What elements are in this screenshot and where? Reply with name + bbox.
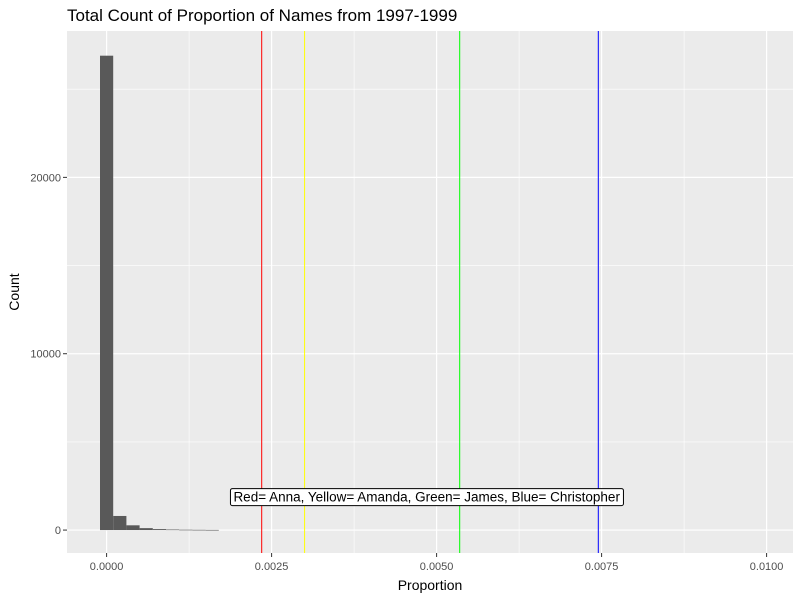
chart-title: Total Count of Proportion of Names from … xyxy=(67,6,457,25)
histogram-bar xyxy=(192,529,206,531)
x-tick-label: 0.0000 xyxy=(90,561,124,573)
annotation-text: Red= Anna, Yellow= Amanda, Green= James,… xyxy=(233,490,620,505)
y-tick-label: 0 xyxy=(55,525,61,537)
reference-lines xyxy=(261,31,599,553)
y-axis-ticks: 0 10000 20000 xyxy=(30,172,67,537)
annotation-box xyxy=(229,488,624,507)
histogram-bar xyxy=(126,525,140,531)
histogram-bar xyxy=(205,529,219,531)
histogram-bars xyxy=(100,55,219,531)
histogram-bar xyxy=(152,529,166,531)
annotation-label: Red= Anna, Yellow= Amanda, Green= James,… xyxy=(229,488,624,507)
x-axis-ticks: 0.0000 0.0025 0.0050 0.0075 0.0100 xyxy=(90,553,784,573)
histogram-bar xyxy=(179,529,193,531)
y-tick-label: 10000 xyxy=(30,349,61,361)
histogram-bar xyxy=(166,529,180,531)
x-axis-title: Proportion xyxy=(398,577,463,593)
histogram-bar xyxy=(113,515,127,531)
x-tick-label: 0.0025 xyxy=(255,561,289,573)
plot-panel xyxy=(67,31,793,553)
histogram-bar xyxy=(100,55,114,531)
minor-gridlines xyxy=(67,31,793,553)
y-tick-label: 20000 xyxy=(30,172,61,184)
x-tick-label: 0.0050 xyxy=(420,561,454,573)
x-tick-label: 0.0075 xyxy=(585,561,619,573)
x-tick-label: 0.0100 xyxy=(750,561,784,573)
y-axis-title: Count xyxy=(6,273,22,310)
histogram-bar xyxy=(139,528,153,531)
